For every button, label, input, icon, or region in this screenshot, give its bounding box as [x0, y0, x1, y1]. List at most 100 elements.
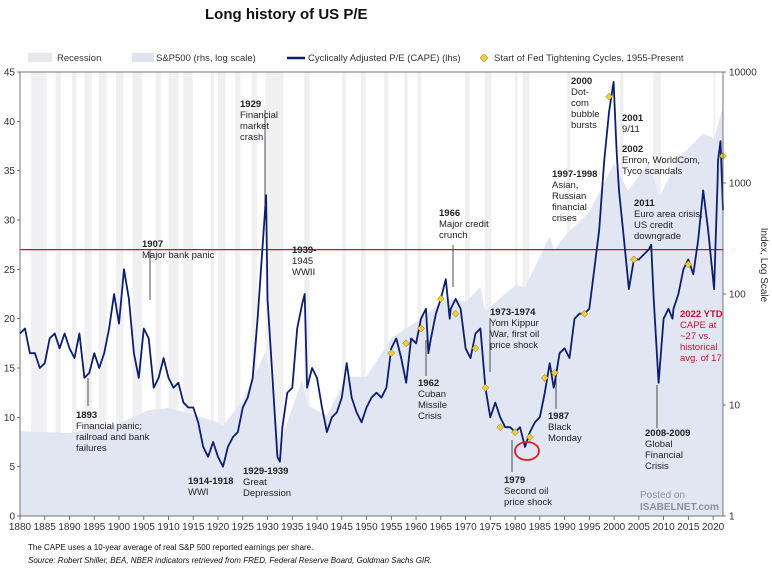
x-tick-label: 1995 [578, 522, 601, 533]
x-tick-label: 1970 [454, 522, 477, 533]
x-tick-label: 1915 [182, 522, 205, 533]
fed-marker [496, 423, 505, 432]
annotation-text: Crisis [645, 461, 669, 472]
legend-sp500-swatch [132, 53, 154, 62]
annotation-year: 2001 [622, 113, 644, 124]
annotation-text: Enron, WorldCom, [622, 155, 700, 166]
x-tick-label: 1885 [34, 522, 57, 533]
legend-fed-marker [479, 53, 489, 63]
annotation-text: War, first oil [490, 329, 539, 340]
y-right-tick-label: 10 [729, 401, 741, 412]
fed-marker [387, 349, 396, 358]
fed-marker [526, 433, 534, 441]
x-tick-label: 1890 [58, 522, 81, 533]
y-axis-right: 1 10 100 1000 10000 [723, 68, 757, 523]
y-right-tick-label: 100 [729, 290, 746, 301]
fed-marker [417, 324, 425, 333]
annotation-year: 1929 [240, 99, 261, 110]
fed-marker [630, 255, 638, 264]
annotation-text: WWII [292, 267, 315, 278]
recession-band [465, 72, 471, 516]
x-tick-label: 2005 [628, 522, 651, 533]
recession-band [84, 72, 92, 516]
recession-band [417, 72, 422, 516]
recession-band [132, 72, 142, 516]
annotation-year: 1966 [439, 208, 460, 219]
fed-marker [481, 383, 490, 392]
annotation-year: 2011 [634, 198, 655, 209]
annotation-text: ~27 vs. [680, 331, 711, 342]
legend: Recession S&P500 (rhs, log scale) Cyclic… [28, 53, 684, 64]
legend-recession-swatch [28, 53, 52, 62]
annotation-text: Cuban [418, 389, 446, 400]
fed-marker [605, 92, 613, 101]
fed-marker [511, 428, 519, 436]
legend-cape-label: Cyclically Adjusted P/E (CAPE) (lhs) [308, 53, 461, 64]
annotation-year: 1973-1974 [490, 307, 536, 318]
annotation-text: Global [645, 439, 672, 450]
x-tick-label: 1900 [108, 522, 131, 533]
recession-band [304, 72, 310, 516]
y-right-tick-label: 10000 [729, 68, 757, 79]
annotation-year: 2022 YTD [680, 309, 723, 320]
annotation-text: Euro area crisis, [634, 209, 703, 220]
annotation-text: Crisis [418, 411, 442, 422]
y-left-tick-label: 30 [4, 216, 16, 227]
annotation-text: Tyco scandals [622, 166, 682, 177]
annotation-text: financial [552, 202, 587, 213]
watermark-line-2: ISABELNET.com [640, 502, 719, 513]
fed-marker [684, 260, 693, 269]
chart-title: Long history of US P/E [205, 6, 368, 23]
annotation-year: 1939- [292, 245, 316, 256]
x-tick-label: 1990 [553, 522, 576, 533]
legend-recession-label: Recession [57, 53, 101, 64]
footnote: The CAPE uses a 10-year average of real … [28, 543, 313, 552]
fed-marker [471, 344, 480, 353]
annotation-year: 1987 [548, 411, 569, 422]
fed-marker [540, 374, 549, 382]
recession-band [155, 72, 162, 516]
y-right-tick-label: 1 [729, 512, 735, 523]
x-tick-label: 1940 [306, 522, 329, 533]
x-tick-label: 1880 [9, 522, 32, 533]
annotation-year: 1997-1998 [552, 169, 597, 180]
x-axis: 1880 1885 1890 1895 1900 1905 1910 1915 1920 1925… [9, 516, 725, 533]
y-right-tick-label: 1000 [729, 179, 752, 190]
x-tick-label: 2020 [702, 522, 725, 533]
x-tick-label: 2015 [677, 522, 700, 533]
y-left-tick-label: 40 [4, 117, 16, 128]
annotation-text: US credit [634, 220, 673, 231]
annotation-text: crises [552, 213, 577, 224]
plot-area [19, 71, 727, 517]
annotation-year: 2002 [622, 144, 643, 155]
annotation-text: 9/11 [622, 124, 640, 135]
y-left-tick-label: 0 [9, 512, 15, 523]
x-tick-label: 1975 [479, 522, 502, 533]
annotation-text: Depression [243, 488, 291, 499]
annotation-text: price shock [490, 340, 538, 351]
annotation-text: railroad and bank [76, 432, 150, 443]
x-tick-label: 1935 [281, 522, 304, 533]
y-left-tick-label: 10 [4, 413, 16, 424]
recession-band [218, 72, 226, 516]
annotation-text: historical [680, 342, 718, 353]
recession-band [342, 72, 346, 516]
annotation-text: crunch [439, 230, 468, 241]
x-tick-label: 1925 [232, 522, 255, 533]
y-left-tick-label: 25 [4, 265, 16, 276]
annotation-text: Great [243, 477, 267, 488]
y-left-tick-label: 20 [4, 314, 16, 325]
annotation-text: Yom Kippur [490, 318, 539, 329]
fed-marker [436, 295, 445, 303]
annotation-text: Financial [240, 110, 278, 121]
x-tick-label: 1980 [504, 522, 527, 533]
annotation-text: price shock [504, 497, 552, 508]
x-tick-label: 1950 [355, 522, 378, 533]
annotation-text: Financial panic; [76, 421, 142, 432]
annotation-text: Dot- [571, 87, 589, 98]
recession-band [98, 72, 107, 516]
watermark-line-1: Posted on [640, 490, 685, 501]
x-tick-label: 1910 [157, 522, 180, 533]
y-axis-left: 0 5 10 15 20 25 30 35 40 45 [4, 68, 20, 523]
